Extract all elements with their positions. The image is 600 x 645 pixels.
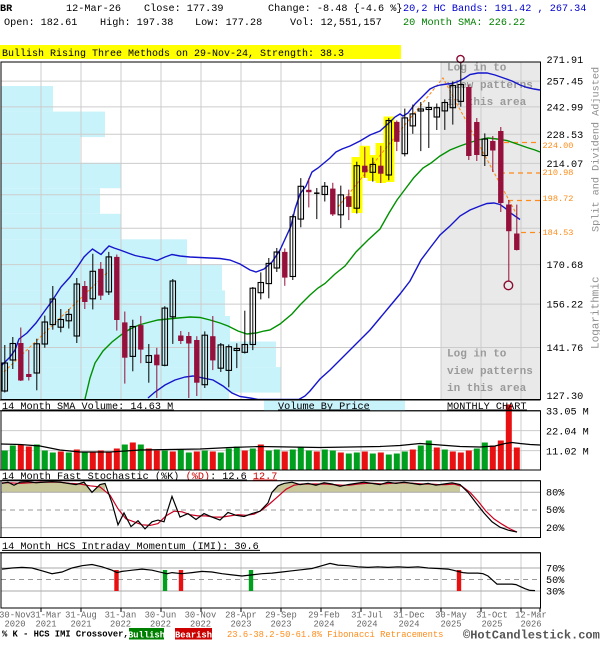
svg-text:50%: 50% [546,576,565,587]
svg-text:224.00: 224.00 [543,141,574,151]
svg-text:11.02 M: 11.02 M [546,448,589,459]
svg-text:2024: 2024 [313,620,334,630]
svg-text:257.45: 257.45 [547,78,584,89]
svg-text:Split and Dividend Adjusted: Split and Dividend Adjusted [591,67,600,232]
svg-text:30%: 30% [546,588,565,599]
svg-text:20%: 20% [546,524,565,535]
svg-text:127.30: 127.30 [547,392,584,403]
svg-text:% K - HCS IMI Crossover,: % K - HCS IMI Crossover, [2,630,129,640]
svg-text:2021: 2021 [35,620,56,630]
svg-text:242.99: 242.99 [547,103,584,114]
svg-text:BR: BR [0,4,13,15]
svg-text:Close: 177.39: Close: 177.39 [144,3,223,15]
svg-text:Log in to: Log in to [447,349,507,361]
svg-text:14 Month HCS Intraday Momentum: 14 Month HCS Intraday Momentum (IMI): 30… [2,541,259,553]
svg-text:view patterns: view patterns [447,80,533,92]
svg-text:2024: 2024 [356,620,377,630]
svg-text:Open: 182.61: Open: 182.61 [4,18,77,29]
svg-text:2022: 2022 [110,620,131,630]
svg-text:Bearish: Bearish [175,630,212,640]
svg-text:2020: 2020 [4,620,25,630]
svg-text:2021: 2021 [70,620,91,630]
svg-text:Vol: 12,551,157: Vol: 12,551,157 [290,17,382,29]
svg-text:170.68: 170.68 [547,261,584,272]
svg-text:156.22: 156.22 [547,301,584,312]
svg-text:Bullish Rising Three Methods o: Bullish Rising Three Methods on 29-Nov-2… [2,48,344,60]
svg-text:141.76: 141.76 [547,344,584,355]
svg-text:80%: 80% [546,488,565,499]
svg-text:23.6-38.2-50-61.8% Fibonacci R: 23.6-38.2-50-61.8% Fibonacci Retracement… [227,630,443,640]
svg-text:70%: 70% [546,565,565,576]
svg-text:Change: -8.48 {-4.6 %}: Change: -8.48 {-4.6 %} [268,3,403,15]
svg-text:271.91: 271.91 [547,56,584,67]
svg-text:2023: 2023 [230,620,251,630]
svg-text:20,2 HC Bands: 191.42 , 267.34: 20,2 HC Bands: 191.42 , 267.34 [403,3,586,15]
svg-text:©HotCandlestick.com: ©HotCandlestick.com [463,629,600,641]
svg-text:Low: 177.28: Low: 177.28 [195,18,262,29]
svg-text:184.53: 184.53 [543,228,574,238]
svg-text:50%: 50% [546,506,565,517]
svg-text:Bullish: Bullish [128,630,165,640]
svg-text:20 Month SMA: 226.22: 20 Month SMA: 226.22 [403,17,525,29]
svg-text:33.05 M: 33.05 M [546,408,589,419]
svg-text:2023: 2023 [270,620,291,630]
svg-text:12-Mar-26: 12-Mar-26 [66,4,121,15]
svg-text:view patterns: view patterns [447,366,533,378]
svg-text:2025: 2025 [440,620,461,630]
svg-text:in this area: in this area [447,383,527,395]
svg-text:in this area: in this area [447,97,527,109]
svg-text:High: 197.38: High: 197.38 [100,17,173,29]
svg-text:2024: 2024 [398,620,419,630]
svg-text:Logarithmic: Logarithmic [591,276,600,349]
svg-text:210.98: 210.98 [543,168,574,178]
svg-text:22.04 M: 22.04 M [546,428,589,439]
svg-text:198.72: 198.72 [543,194,574,204]
